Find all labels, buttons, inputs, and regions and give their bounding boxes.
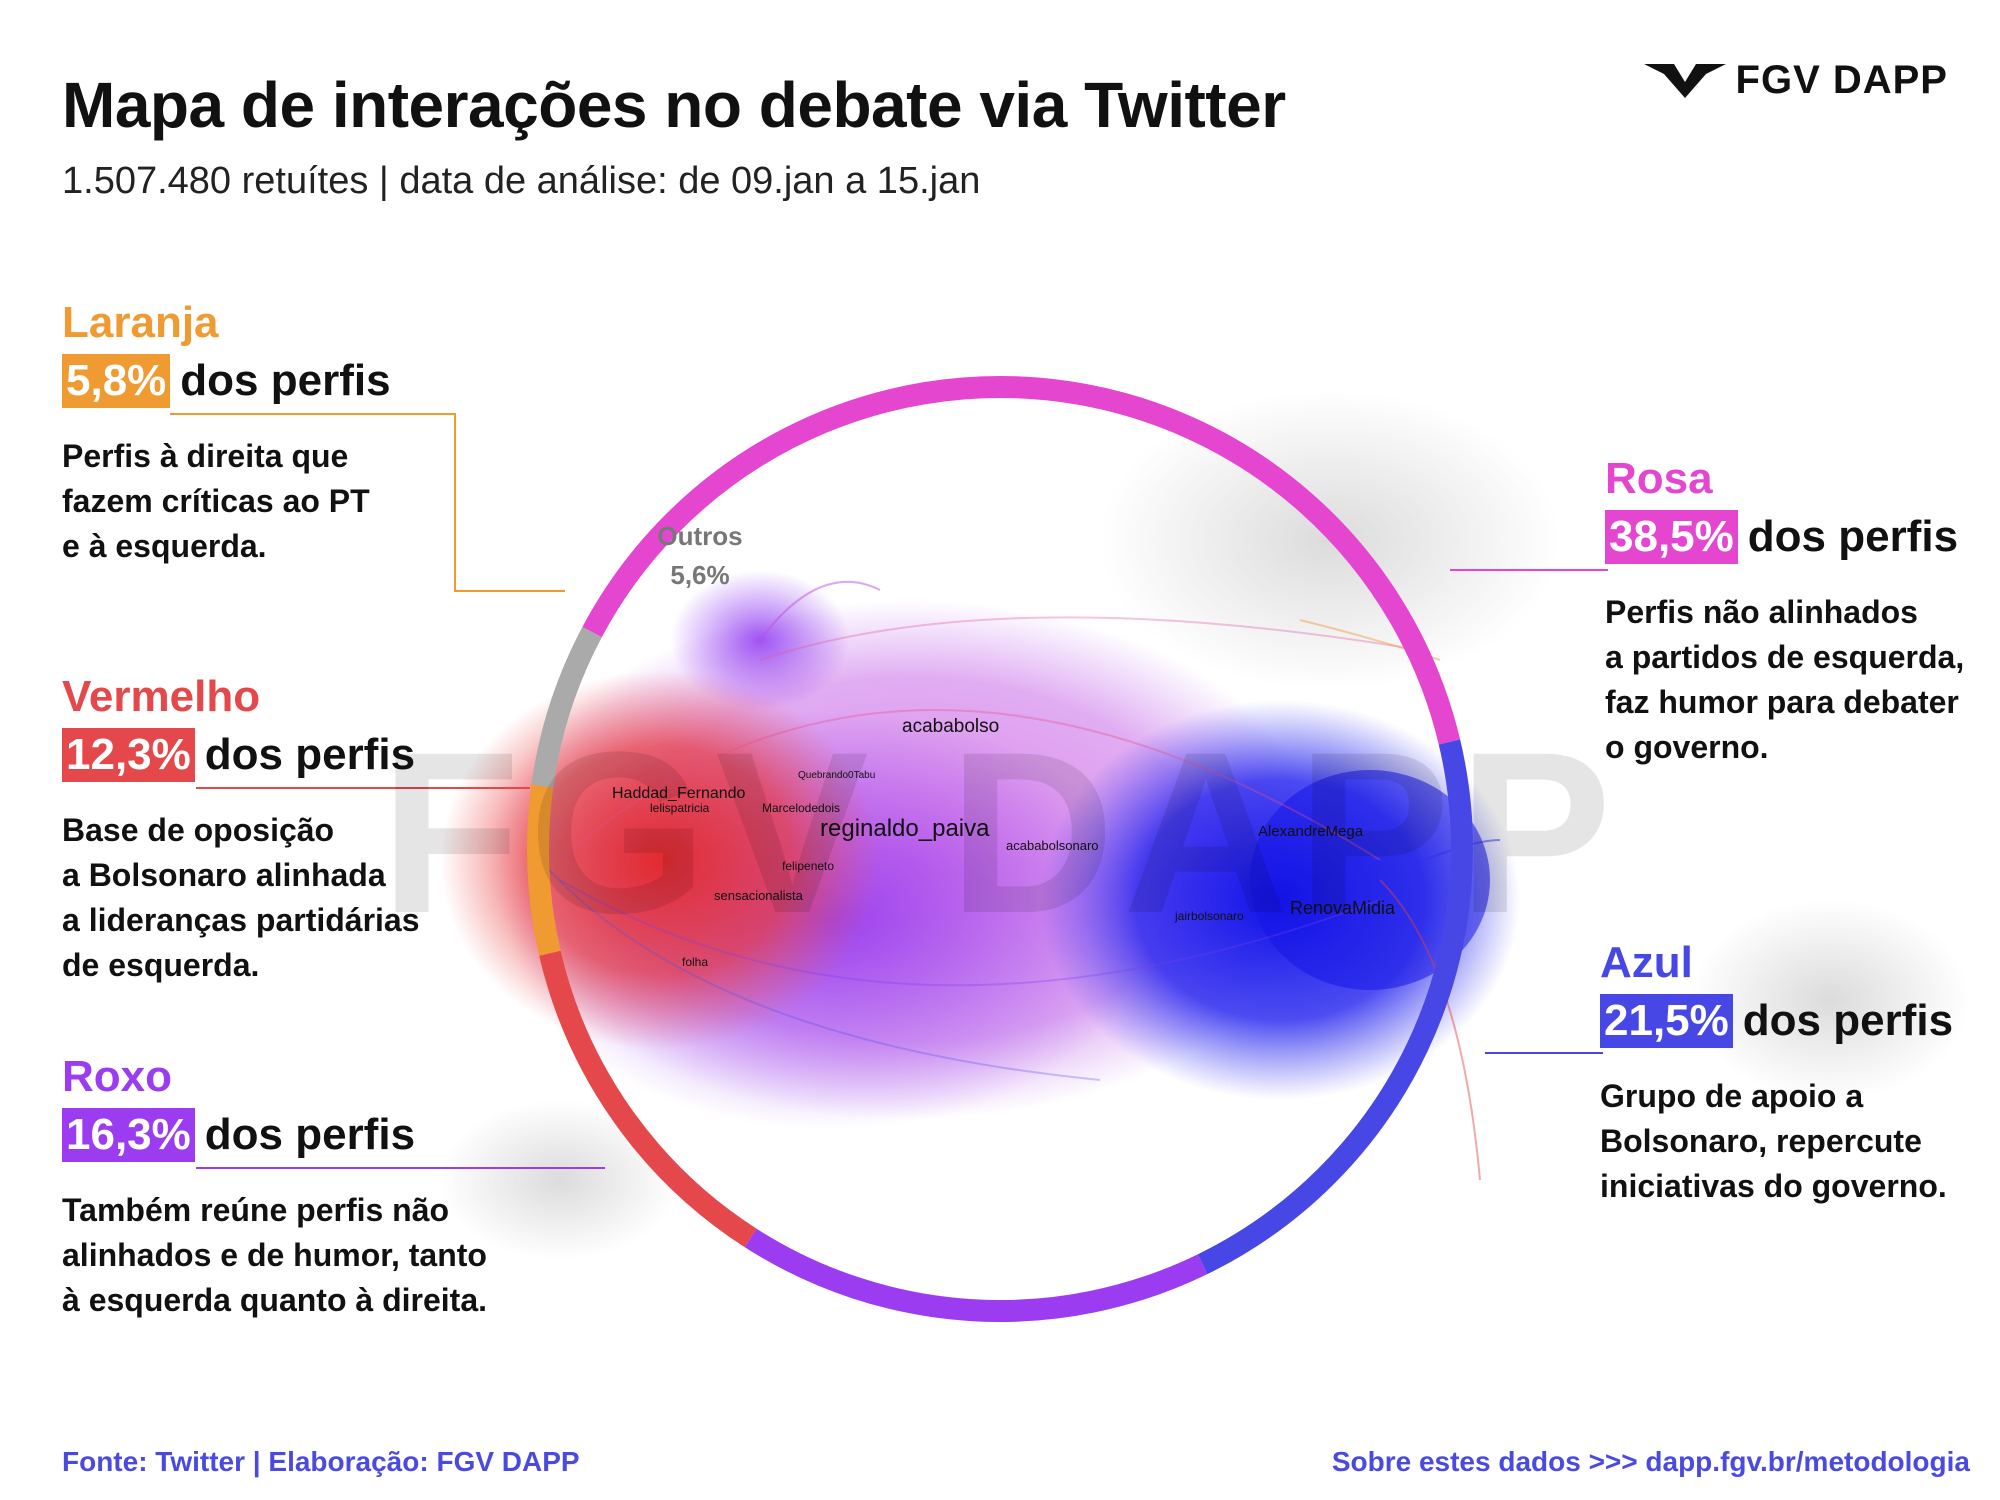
group-name: Roxo [62,1052,172,1101]
group-vermelho: Vermelho 12,3% dos perfis Base de oposiç… [62,672,420,988]
logo-text: FGV DAPP [1735,58,1948,102]
node-label: jairbolsonaro [1174,909,1244,923]
group-description: Grupo de apoio a Bolsonaro, repercute in… [1600,1078,1947,1204]
outros-label: Outros [657,521,742,551]
node-label: lelispatricia [650,801,710,815]
group-azul: Azul 21,5% dos perfis Grupo de apoio a B… [1600,938,1953,1209]
node-label: felipeneto [782,859,834,873]
fgv-logo-icon [1643,63,1726,98]
ring-segment-vermelho [539,950,757,1248]
ring-segment-outros [531,626,602,788]
node-label: sensacionalista [714,888,804,903]
node-label: Marcelodedois [762,801,840,815]
group-description: Também reúne perfis não alinhados e de h… [62,1192,487,1318]
group-ring [527,376,1473,1322]
ring-segment-rosa [582,376,1461,745]
group-percent: 38,5% [1605,510,1738,564]
ring-segment-laranja [527,784,561,956]
group-percent: 21,5% [1600,994,1733,1048]
group-laranja: Laranja 5,8% dos perfis Perfis à direita… [62,298,391,569]
fgv-dapp-logo: FGV DAPP [1643,58,1948,103]
group-name: Laranja [62,298,219,347]
group-percent: 5,8% [62,354,171,408]
group-name: Rosa [1605,454,1713,503]
page-subtitle: 1.507.480 retuítes | data de análise: de… [62,160,981,202]
group-percent-suffix: dos perfis [180,356,391,405]
connector-laranja [170,413,565,592]
node-label: acababolsonaro [1006,838,1099,853]
group-description: Perfis não alinhados a partidos de esque… [1605,594,1965,765]
group-percent-suffix: dos perfis [204,1110,416,1159]
source-credit: Fonte: Twitter | Elaboração: FGV DAPP [62,1446,580,1477]
group-percent: 16,3% [62,1108,195,1162]
group-percent-suffix: dos perfis [1742,996,1954,1045]
group-name: Vermelho [62,672,261,721]
page-title: Mapa de interações no debate via Twitter [62,69,1286,141]
node-label: AlexandreMega [1258,823,1364,840]
connector-lines [170,413,1608,1169]
group-rosa: Rosa 38,5% dos perfis Perfis não alinhad… [1605,454,1964,770]
ring-segment-azul [1197,739,1473,1275]
node-label: reginaldo_paiva [820,815,990,842]
node-label: Haddad_Fernando [612,785,746,802]
node-label: RenovaMidia [1290,898,1396,918]
watermark: FGV DAPP [380,704,1620,961]
methodology-link[interactable]: Sobre estes dados >>> dapp.fgv.br/metodo… [1331,1446,1970,1477]
group-description: Perfis à direita que fazem críticas ao P… [62,438,370,564]
node-labels: acababolso Haddad_Fernando lelispatricia… [612,716,1396,969]
outros-value: 5,6% [670,560,729,590]
group-percent-suffix: dos perfis [204,730,416,779]
node-label: acababolso [902,716,999,737]
node-label: folha [682,955,708,969]
ring-segment-roxo [744,1228,1208,1322]
group-name: Azul [1600,938,1693,987]
group-description: Base de oposição a Bolsonaro alinhada a … [62,812,420,983]
group-percent: 12,3% [62,728,195,782]
group-roxo: Roxo 16,3% dos perfis Também reúne perfi… [62,1052,487,1323]
node-label: Quebrando0Tabu [798,770,875,781]
group-percent-suffix: dos perfis [1747,512,1959,561]
